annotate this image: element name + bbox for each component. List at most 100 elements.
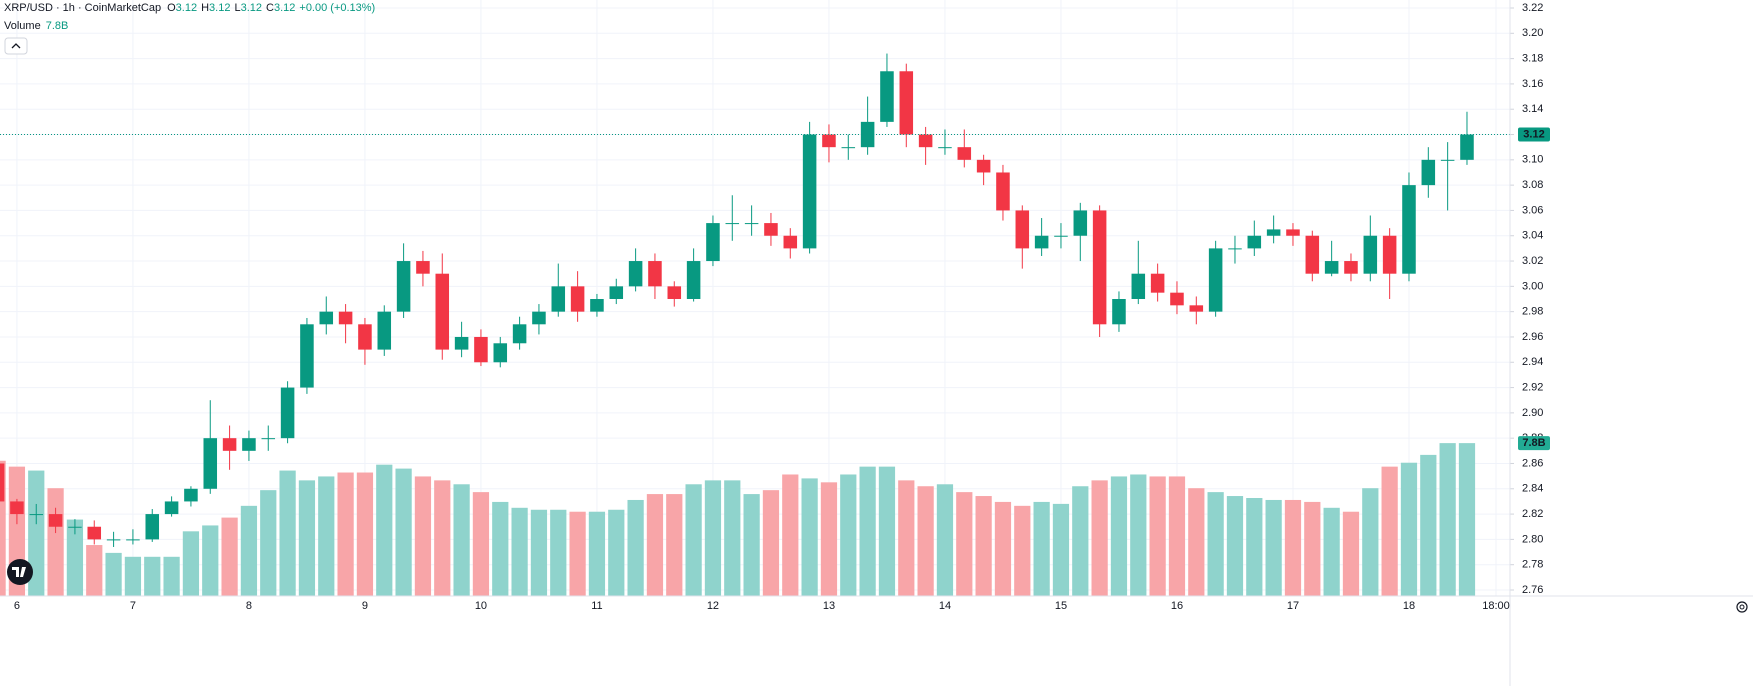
candle-body xyxy=(435,273,450,350)
volume-bar xyxy=(782,474,799,596)
candle-body xyxy=(1228,248,1242,250)
candle-body xyxy=(938,147,952,149)
volume-bar xyxy=(917,486,934,596)
candle-body xyxy=(822,134,836,148)
y-tick-label: 2.98 xyxy=(1522,306,1543,318)
volume-bar xyxy=(1265,499,1282,596)
ohlc-value: 3.12 xyxy=(176,2,197,14)
x-tick-label: 14 xyxy=(939,600,951,612)
volume-bar xyxy=(47,488,64,596)
volume-bar xyxy=(318,476,335,596)
volume-bar xyxy=(1246,498,1263,596)
candle-body xyxy=(706,223,720,262)
candle-body xyxy=(725,223,740,225)
x-tick-label: 16 xyxy=(1171,600,1183,612)
volume-bar xyxy=(608,509,625,596)
x-tick-label: 17 xyxy=(1287,600,1299,612)
candle-body xyxy=(338,311,353,325)
volume-bar xyxy=(1052,503,1070,596)
candle-body xyxy=(416,261,430,274)
volume-bar xyxy=(221,517,238,596)
candle-body xyxy=(222,438,237,451)
candle-body xyxy=(1034,235,1049,249)
volume-bar xyxy=(956,492,973,596)
candle-body xyxy=(261,438,276,440)
volume-bar xyxy=(279,470,296,596)
candle-body xyxy=(1440,159,1455,161)
volume-bar xyxy=(646,494,664,596)
y-tick-label: 2.86 xyxy=(1522,457,1543,469)
candle-body xyxy=(10,501,24,515)
candle-body xyxy=(880,71,894,122)
collapse-icon xyxy=(11,43,21,49)
volume-bar xyxy=(1149,476,1166,596)
candle-body xyxy=(1421,159,1436,186)
y-tick-label: 3.14 xyxy=(1522,103,1543,115)
candle-body xyxy=(126,539,140,541)
volume-bar xyxy=(878,466,896,596)
candle-body xyxy=(1344,261,1358,274)
volume-bar xyxy=(1072,486,1089,596)
settings-icon[interactable] xyxy=(1736,601,1748,613)
volume-bar xyxy=(1323,507,1340,596)
volume-bar xyxy=(627,499,644,596)
volume-bar xyxy=(1110,476,1128,596)
volume-bar xyxy=(453,484,470,596)
candle-body xyxy=(87,526,102,540)
y-tick-label: 3.06 xyxy=(1522,204,1543,216)
symbol-title: XRP/USD · 1h · CoinMarketCap xyxy=(4,2,161,14)
y-tick-label: 3.16 xyxy=(1522,78,1543,90)
volume-bar xyxy=(1207,492,1224,596)
candle-body xyxy=(29,514,44,516)
volume-bar xyxy=(1130,474,1147,596)
candle-body xyxy=(532,311,546,325)
x-tick-label: 10 xyxy=(475,600,487,612)
volume-bar xyxy=(1439,443,1456,596)
x-tick-label: 6 xyxy=(14,600,20,612)
logo xyxy=(7,559,33,585)
y-tick-label: 2.96 xyxy=(1522,331,1543,343)
ohlc-key: L xyxy=(234,2,240,14)
y-tick-label: 2.94 xyxy=(1522,356,1543,368)
volume-name: Volume xyxy=(4,20,41,32)
header-line: XRP/USD · 1h · CoinMarketCap O3.12 H3.12 L3… xyxy=(4,2,375,14)
volume-bar xyxy=(298,480,316,596)
volume-bar xyxy=(975,496,992,596)
y-tick-label: 2.84 xyxy=(1522,483,1543,495)
candle-body xyxy=(1170,292,1184,306)
candle-body xyxy=(764,223,778,236)
y-tick-label: 2.82 xyxy=(1522,508,1543,520)
candle-body xyxy=(996,172,1010,211)
candle-body xyxy=(957,147,972,160)
candle-body xyxy=(783,235,798,249)
candle-body xyxy=(1382,235,1397,274)
y-tick-label: 2.78 xyxy=(1522,559,1543,571)
volume-bar xyxy=(1014,505,1031,596)
candle-body xyxy=(164,501,179,515)
collapse-button[interactable] xyxy=(4,37,28,55)
settings-gear[interactable] xyxy=(1736,601,1748,613)
volume-bar xyxy=(1091,480,1108,596)
settings-center xyxy=(1739,604,1745,610)
logo-circle xyxy=(7,559,33,585)
volume-bar xyxy=(356,472,374,596)
volume-bar xyxy=(1362,488,1379,596)
candle-body xyxy=(841,147,856,149)
volume-bar xyxy=(530,509,548,596)
ohlc-key: C xyxy=(266,2,274,14)
x-tick-label: 11 xyxy=(591,600,602,612)
candle-body xyxy=(0,463,5,502)
candle-body xyxy=(1460,134,1474,160)
volume-bar xyxy=(743,494,760,596)
volume-bar xyxy=(1400,462,1418,596)
y-tick-label: 2.80 xyxy=(1522,533,1543,545)
volume-bar xyxy=(1033,501,1050,596)
volume-bar xyxy=(898,480,915,596)
x-tick-label: 12 xyxy=(707,600,719,612)
volume-pane xyxy=(0,443,1476,596)
candle-body xyxy=(1189,305,1204,312)
candle-body xyxy=(48,514,63,527)
volume-bar xyxy=(685,484,702,596)
candle-body xyxy=(1131,273,1146,299)
y-tick-label: 3.18 xyxy=(1522,53,1543,65)
